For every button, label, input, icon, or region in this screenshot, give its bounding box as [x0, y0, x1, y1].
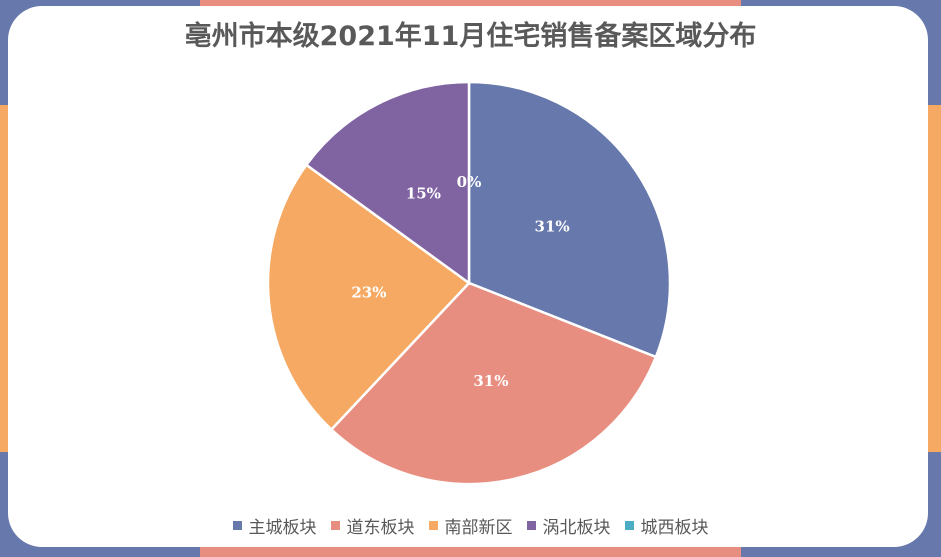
slice-1 [467, 80, 672, 359]
legend-item-2: 道东板块 [330, 513, 415, 538]
legend-label: 主城板块 [248, 518, 317, 538]
legend-swatch [624, 521, 634, 530]
slice-3-label: 23% [351, 283, 386, 301]
legend-item-5: 城西板块 [624, 513, 709, 538]
chart-legend: 主城板块 道东板块 南部新区 涡北板块 城西板块 [0, 513, 941, 538]
legend-item-1: 主城板块 [232, 513, 317, 538]
legend-item-4: 涡北板块 [526, 513, 611, 538]
legend-label: 城西板块 [640, 518, 709, 538]
slice-4 [304, 80, 471, 286]
pie-labels: 31% 31% 23% 15% 0% [351, 173, 569, 390]
slice-2-label: 31% [473, 372, 508, 390]
legend-swatch [428, 521, 438, 530]
legend-label: 道东板块 [346, 518, 415, 538]
legend-swatch [330, 521, 340, 530]
slice-2 [329, 281, 658, 486]
slice-3 [266, 163, 471, 432]
pie-slices [266, 80, 672, 486]
legend-swatch [526, 521, 536, 530]
slice-5-label: 0% [457, 173, 482, 191]
slice-1-label: 31% [535, 218, 570, 236]
legend-label: 南部新区 [444, 518, 513, 538]
legend-swatch [232, 521, 242, 530]
chart-title: 亳州市本级2021年11月住宅销售备案区域分布 [184, 21, 757, 52]
slice-4-label: 15% [406, 184, 441, 202]
legend-item-3: 南部新区 [428, 513, 513, 538]
legend-label: 涡北板块 [542, 518, 611, 538]
